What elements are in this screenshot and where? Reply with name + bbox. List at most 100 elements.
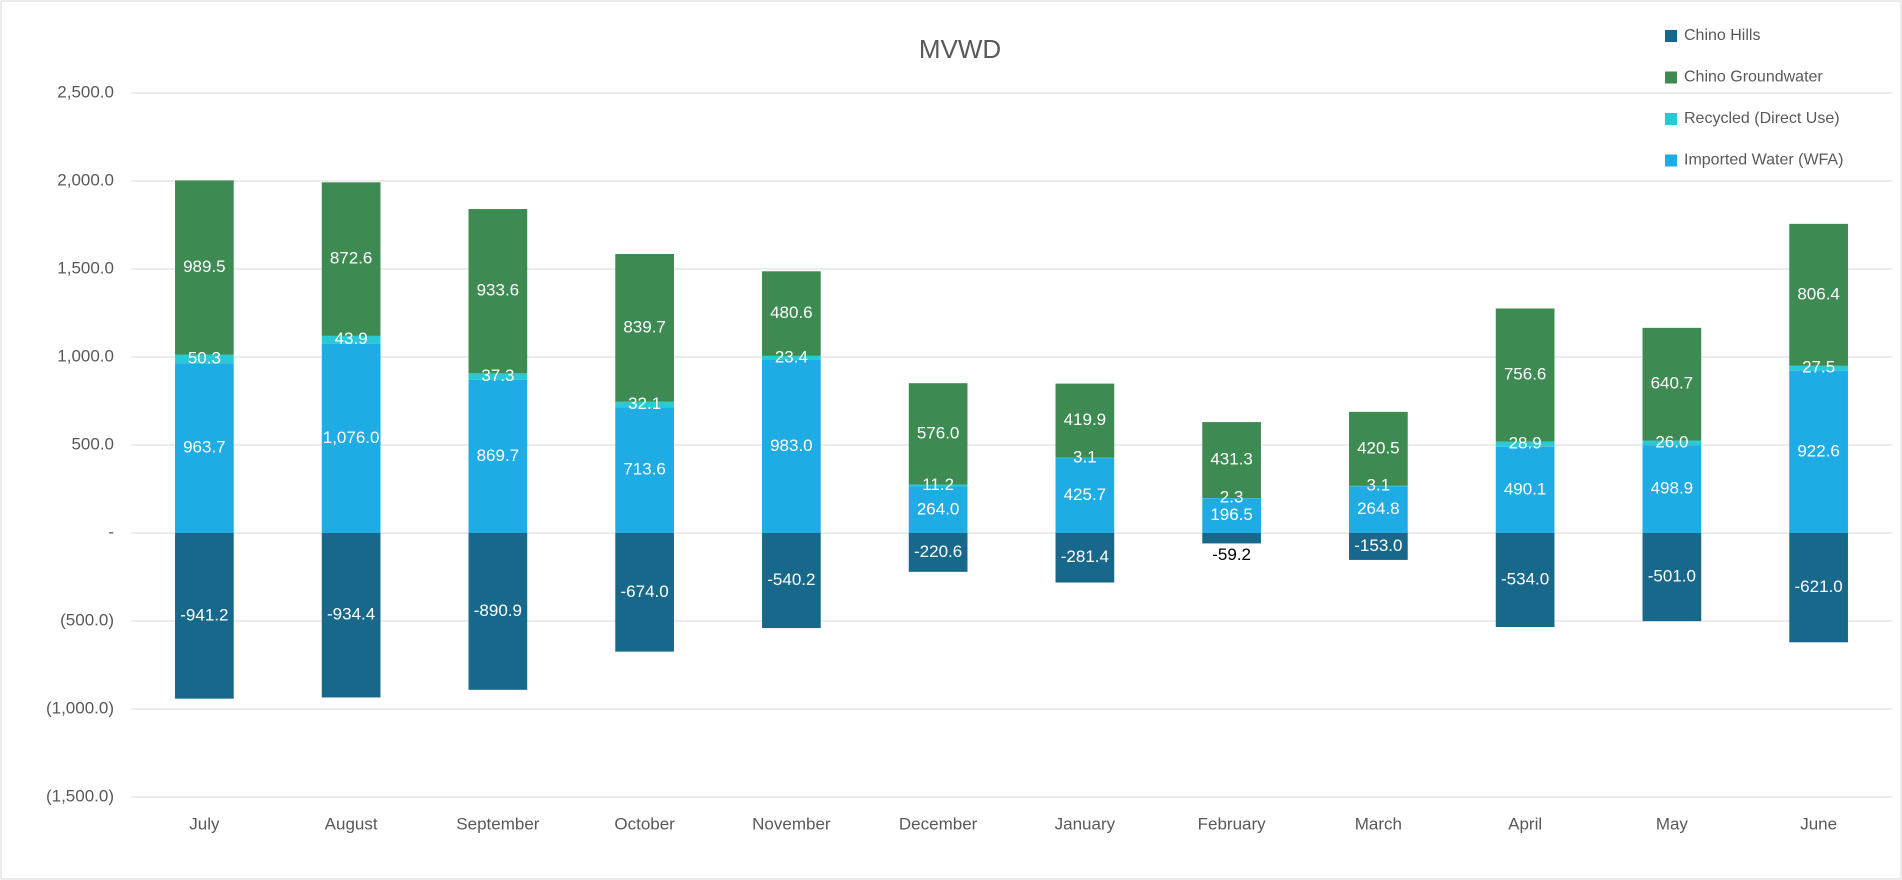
legend-swatch bbox=[1665, 30, 1677, 42]
legend-swatch bbox=[1665, 71, 1677, 84]
data-label: 2.3 bbox=[1220, 488, 1244, 507]
x-tick-label: October bbox=[614, 814, 675, 833]
y-tick-label: 500.0 bbox=[71, 434, 114, 453]
bar-segment bbox=[615, 533, 674, 652]
y-tick-label: (1,000.0) bbox=[46, 698, 114, 717]
y-tick-label: (1,500.0) bbox=[46, 786, 114, 805]
bar-segment bbox=[762, 271, 821, 356]
data-label: 872.6 bbox=[330, 249, 373, 268]
bar-segment bbox=[1495, 446, 1555, 533]
data-label: -890.9 bbox=[474, 601, 522, 620]
data-label: -501.0 bbox=[1648, 567, 1696, 586]
data-label: 50.3 bbox=[188, 348, 221, 367]
bar-segment bbox=[1642, 445, 1702, 533]
bar-segment bbox=[321, 343, 381, 533]
bar-segment bbox=[1202, 533, 1261, 544]
data-label: 498.9 bbox=[1651, 479, 1694, 498]
bar-segment bbox=[1789, 365, 1848, 371]
y-tick-label: 2,000.0 bbox=[57, 170, 114, 189]
bar-segment bbox=[175, 533, 234, 699]
bar-segment bbox=[762, 533, 821, 629]
bar-segment bbox=[1055, 383, 1115, 458]
bar-segment bbox=[468, 379, 528, 533]
bar-segment bbox=[1642, 440, 1702, 446]
data-label: 963.7 bbox=[183, 438, 226, 457]
x-tick-label: November bbox=[752, 814, 831, 833]
x-tick-label: January bbox=[1055, 814, 1116, 833]
bar-segment bbox=[1495, 308, 1555, 442]
data-label: -59.2 bbox=[1212, 545, 1251, 564]
bar-segment bbox=[468, 373, 528, 380]
bar-segment bbox=[1642, 533, 1702, 622]
data-label: 264.0 bbox=[917, 499, 960, 518]
bar-segment bbox=[1495, 533, 1555, 627]
bar-segment bbox=[1789, 533, 1848, 643]
bar-segment bbox=[1349, 533, 1408, 560]
x-tick-label: February bbox=[1198, 814, 1267, 833]
data-label: 1,076.0 bbox=[323, 428, 380, 447]
bar-segment bbox=[762, 355, 821, 360]
legend-swatch bbox=[1665, 154, 1677, 167]
data-label: 756.6 bbox=[1504, 365, 1547, 384]
data-label: 43.9 bbox=[335, 329, 368, 348]
data-label: 264.8 bbox=[1357, 499, 1400, 518]
bar-segment bbox=[1789, 370, 1848, 533]
bar-segment bbox=[1202, 498, 1261, 533]
data-label: -621.0 bbox=[1795, 577, 1843, 596]
bar-segment bbox=[908, 533, 968, 572]
data-label: 420.5 bbox=[1357, 438, 1400, 457]
bar-segment bbox=[762, 359, 821, 533]
bar-segment bbox=[1055, 458, 1115, 533]
legend-swatch bbox=[1665, 113, 1677, 125]
data-label: 425.7 bbox=[1064, 485, 1107, 504]
x-tick-label: December bbox=[899, 814, 978, 833]
x-tick-label: July bbox=[189, 814, 220, 833]
data-label: 3.1 bbox=[1073, 447, 1097, 466]
data-label: 419.9 bbox=[1064, 410, 1107, 429]
bar-segment bbox=[908, 484, 968, 487]
data-label: 839.7 bbox=[623, 317, 666, 336]
bar-segment bbox=[175, 363, 234, 533]
data-label: -934.4 bbox=[327, 605, 375, 624]
legend-label: Recycled (Direct Use) bbox=[1684, 110, 1840, 127]
y-tick-label: (500.0) bbox=[60, 610, 114, 629]
data-label: -674.0 bbox=[621, 582, 669, 601]
data-label: 28.9 bbox=[1509, 434, 1542, 453]
data-label: 989.5 bbox=[183, 257, 226, 276]
data-label: 480.6 bbox=[770, 303, 813, 322]
data-label: -941.2 bbox=[180, 605, 228, 624]
bar-segment bbox=[1202, 422, 1261, 499]
data-label: 576.0 bbox=[917, 423, 960, 442]
bar-segment bbox=[321, 182, 381, 336]
bar-segment bbox=[1642, 327, 1702, 441]
legend-label: Chino Groundwater bbox=[1684, 69, 1823, 86]
y-tick-label: - bbox=[108, 522, 114, 541]
legend-label: Imported Water (WFA) bbox=[1684, 152, 1843, 169]
x-tick-label: August bbox=[325, 814, 378, 833]
data-label: -153.0 bbox=[1354, 536, 1402, 555]
bar-segment bbox=[321, 533, 381, 698]
y-tick-label: 2,500.0 bbox=[57, 82, 114, 101]
legend-label: Chino Hills bbox=[1684, 27, 1760, 44]
data-label: -540.2 bbox=[767, 570, 815, 589]
data-label: 26.0 bbox=[1655, 432, 1688, 451]
bar-segment bbox=[908, 383, 968, 485]
data-label: 806.4 bbox=[1797, 284, 1840, 303]
x-tick-label: June bbox=[1800, 814, 1837, 833]
x-tick-label: May bbox=[1656, 814, 1689, 833]
data-label: 431.3 bbox=[1210, 450, 1253, 469]
bar-segment bbox=[1349, 411, 1408, 486]
data-label: 23.4 bbox=[775, 347, 808, 366]
bar-segment bbox=[908, 486, 968, 533]
bar-segment bbox=[1789, 223, 1848, 366]
bar-segment bbox=[175, 180, 234, 355]
bar-segment bbox=[1055, 533, 1115, 583]
bar-segment bbox=[468, 209, 528, 374]
x-tick-label: April bbox=[1508, 814, 1542, 833]
bar-segment bbox=[175, 354, 234, 364]
x-tick-label: September bbox=[456, 814, 539, 833]
data-label: -534.0 bbox=[1501, 569, 1549, 588]
data-label: 32.1 bbox=[628, 394, 661, 413]
data-label: 196.5 bbox=[1210, 505, 1253, 524]
